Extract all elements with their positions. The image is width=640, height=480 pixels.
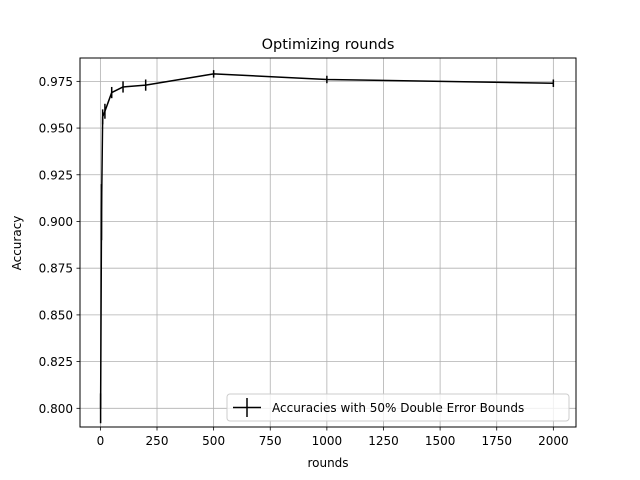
x-axis-label: rounds [307,456,348,470]
x-axis: 0 250 500 750 1000 1250 1500 1750 2000 [97,427,569,448]
y-tick-label: 0.975 [39,75,73,89]
x-tick-label: 0 [97,434,105,448]
legend: Accuracies with 50% Double Error Bounds [226,393,570,422]
legend-box [226,393,570,422]
x-tick-label: 1250 [368,434,399,448]
y-tick-label: 0.850 [39,308,73,322]
y-tick-label: 0.825 [39,355,73,369]
x-tick-label: 2000 [538,434,569,448]
series-layer [99,70,555,424]
x-tick-label: 1750 [481,434,512,448]
x-tick-label: 750 [259,434,282,448]
chart-title: Optimizing rounds [262,37,395,53]
x-tick-label: 1000 [312,434,343,448]
y-tick-label: 0.950 [39,122,73,136]
plot-frame [79,57,577,428]
legend-label: Accuracies with 50% Double Error Bounds [272,401,524,415]
y-tick-label: 0.800 [39,402,73,416]
y-tick-label: 0.875 [39,262,73,276]
y-axis-label: Accuracy [10,216,24,271]
series-line [99,73,554,409]
x-tick-label: 500 [202,434,225,448]
y-axis: 0.800 0.825 0.850 0.875 0.900 0.925 0.950 0.975 [39,75,80,416]
x-tick-label: 250 [146,434,169,448]
y-tick-label: 0.925 [39,168,73,182]
x-tick-label: 1500 [425,434,456,448]
y-tick-label: 0.900 [39,215,73,229]
